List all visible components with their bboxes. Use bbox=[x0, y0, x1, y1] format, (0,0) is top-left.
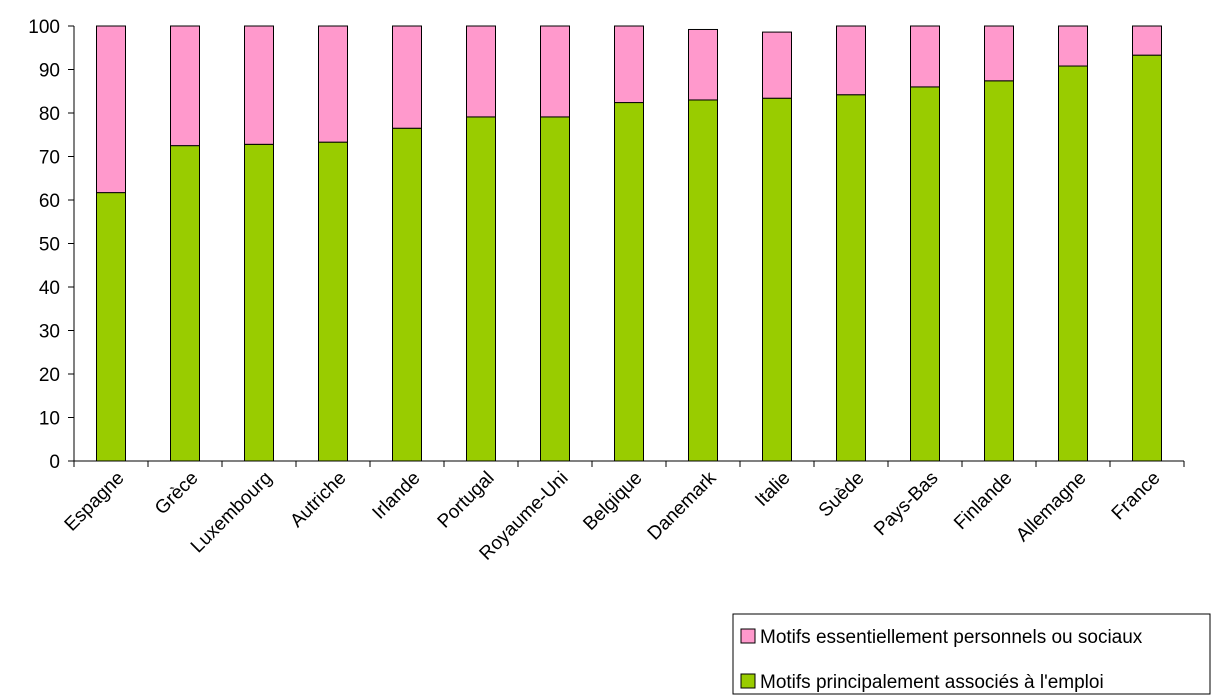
bar-personal-4 bbox=[392, 25, 422, 129]
x-category-label: Belgique bbox=[579, 468, 646, 535]
x-category-label: Pays-Bas bbox=[870, 468, 942, 540]
bar-employment-11 bbox=[910, 86, 940, 462]
y-axis: 0 10 20 30 40 50 60 70 80 90 100 bbox=[28, 17, 75, 473]
x-category-label: Italie bbox=[751, 468, 794, 511]
bar-employment-12 bbox=[984, 80, 1014, 462]
bar-personal-6 bbox=[540, 25, 570, 118]
bar-personal-7 bbox=[614, 25, 644, 104]
y-tick-label: 50 bbox=[39, 235, 60, 256]
x-category-label: Grèce bbox=[151, 468, 202, 519]
bar-employment-5 bbox=[466, 116, 496, 462]
bar-employment-13 bbox=[1058, 65, 1088, 462]
x-category-label: Suède bbox=[815, 468, 869, 522]
bars bbox=[96, 25, 1162, 462]
bar-employment-9 bbox=[762, 97, 792, 462]
legend-swatch-personal bbox=[740, 628, 756, 644]
bar-personal-10 bbox=[836, 25, 866, 96]
bar-employment-4 bbox=[392, 127, 422, 462]
bar-personal-12 bbox=[984, 25, 1014, 82]
y-tick-label: 0 bbox=[49, 452, 60, 473]
bar-employment-1 bbox=[170, 145, 200, 462]
y-tick-label: 20 bbox=[39, 365, 60, 386]
bar-employment-8 bbox=[688, 99, 718, 462]
x-category-label: France bbox=[1108, 468, 1165, 525]
bar-employment-7 bbox=[614, 102, 644, 462]
legend-swatch-employment bbox=[740, 673, 756, 689]
y-tick-label: 100 bbox=[28, 17, 60, 38]
bar-personal-2 bbox=[244, 25, 274, 145]
bar-personal-13 bbox=[1058, 25, 1088, 67]
legend-label-personal: Motifs essentiellement personnels ou soc… bbox=[760, 627, 1143, 648]
bar-employment-6 bbox=[540, 116, 570, 462]
y-tick-label: 60 bbox=[39, 191, 60, 212]
x-category-label: Finlande bbox=[950, 468, 1016, 534]
bar-personal-5 bbox=[466, 25, 496, 118]
bar-personal-9 bbox=[762, 31, 792, 99]
x-category-label: Allemagne bbox=[1012, 468, 1090, 546]
x-category-label: Irlande bbox=[369, 468, 425, 524]
y-tick-label: 30 bbox=[39, 322, 60, 343]
bar-personal-8 bbox=[688, 28, 718, 101]
bar-employment-2 bbox=[244, 143, 274, 462]
x-category-label: Portugal bbox=[434, 468, 499, 533]
bar-personal-14 bbox=[1132, 25, 1162, 56]
y-tick-label: 10 bbox=[39, 409, 60, 430]
bar-employment-14 bbox=[1132, 54, 1162, 462]
x-category-label: Espagne bbox=[61, 468, 129, 536]
bar-personal-11 bbox=[910, 25, 940, 88]
bar-employment-0 bbox=[96, 192, 126, 462]
y-tick-label: 80 bbox=[39, 104, 60, 125]
bar-employment-3 bbox=[318, 141, 348, 462]
bar-personal-1 bbox=[170, 25, 200, 147]
y-tick-label: 90 bbox=[39, 61, 60, 82]
x-category-label: Autriche bbox=[286, 468, 350, 532]
y-tick-label: 70 bbox=[39, 148, 60, 169]
bar-personal-0 bbox=[96, 25, 126, 194]
x-category-label: Danemark bbox=[644, 467, 721, 544]
legend: Motifs essentiellement personnels ou soc… bbox=[732, 613, 1211, 695]
legend-box bbox=[732, 613, 1211, 695]
y-tick-label: 40 bbox=[39, 278, 60, 299]
legend-label-employment: Motifs principalement associés à l'emplo… bbox=[760, 672, 1104, 693]
bar-employment-10 bbox=[836, 94, 866, 462]
bar-personal-3 bbox=[318, 25, 348, 143]
